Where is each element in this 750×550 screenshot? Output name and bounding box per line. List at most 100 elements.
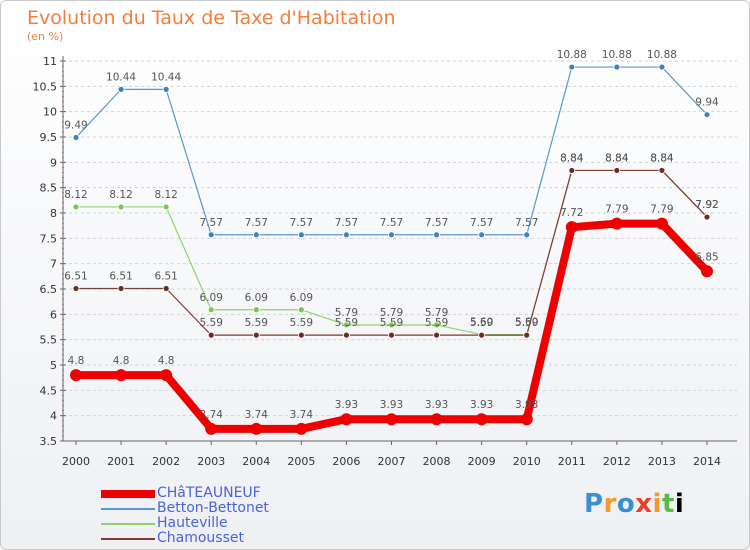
data-point xyxy=(701,265,713,278)
data-point xyxy=(252,306,260,314)
data-label: 10.44 xyxy=(106,71,136,83)
x-tick-label: 2004 xyxy=(242,455,270,468)
data-label: 7.57 xyxy=(380,217,403,229)
x-tick-label: 2002 xyxy=(152,455,180,468)
proxiti-logo: Proxiti xyxy=(584,489,685,519)
y-tick-label: 7 xyxy=(50,258,57,271)
data-point xyxy=(655,217,668,230)
data-label: 7.72 xyxy=(560,207,583,219)
data-label: 6.85 xyxy=(695,251,718,263)
data-label: 5.59 xyxy=(290,317,313,329)
legend-label: CHâTEAUNEUF xyxy=(157,485,261,501)
data-label: 4.8 xyxy=(68,355,85,367)
data-label: 10.44 xyxy=(151,71,181,83)
data-label: 7.57 xyxy=(245,217,268,229)
data-point xyxy=(117,285,125,292)
data-label: 10.88 xyxy=(557,49,587,61)
y-tick-label: 9.5 xyxy=(40,131,58,144)
data-point xyxy=(343,231,350,239)
data-point xyxy=(252,231,260,239)
data-label: 4.8 xyxy=(113,355,130,367)
data-point xyxy=(658,63,666,71)
legend-swatch xyxy=(101,523,155,525)
data-point xyxy=(72,285,80,292)
data-label: 7.57 xyxy=(470,217,493,229)
data-label: 7.79 xyxy=(650,204,673,216)
data-point xyxy=(478,331,486,339)
x-tick-label: 2013 xyxy=(648,455,676,468)
chart-subtitle: (en %) xyxy=(27,30,64,43)
y-tick-label: 5.5 xyxy=(40,334,58,347)
data-label: 3.93 xyxy=(335,399,358,411)
x-tick-label: 2003 xyxy=(197,455,225,468)
data-point xyxy=(205,422,218,435)
data-label: 3.93 xyxy=(470,399,493,411)
data-label: 6.09 xyxy=(290,292,313,304)
data-point xyxy=(523,331,531,339)
data-point xyxy=(613,63,621,71)
data-label: 9.94 xyxy=(695,97,719,109)
data-label: 7.57 xyxy=(335,217,358,229)
data-label: 4.8 xyxy=(158,355,175,367)
data-point xyxy=(568,167,576,174)
data-point xyxy=(613,167,621,174)
data-label: 5.79 xyxy=(335,307,358,319)
data-label: 7.57 xyxy=(290,217,313,229)
x-tick-label: 2009 xyxy=(468,455,496,468)
x-tick-label: 2001 xyxy=(107,455,135,468)
data-label: 7.92 xyxy=(695,199,718,211)
legend-swatch xyxy=(101,490,155,498)
y-tick-label: 9 xyxy=(50,156,57,169)
x-tick-label: 2008 xyxy=(423,455,451,468)
x-tick-label: 2012 xyxy=(603,455,631,468)
data-point xyxy=(658,167,666,174)
data-point xyxy=(388,231,395,239)
data-point xyxy=(385,413,398,426)
data-label: 8.84 xyxy=(605,152,629,164)
chart-title: Evolution du Taux de Taxe d'Habitation xyxy=(27,7,396,29)
data-point xyxy=(295,422,308,435)
x-tick-label: 2010 xyxy=(513,455,541,468)
data-point xyxy=(388,321,395,329)
data-label: 5.59 xyxy=(470,317,493,329)
data-point xyxy=(162,285,170,292)
y-tick-label: 6 xyxy=(50,308,57,321)
data-point xyxy=(115,369,128,382)
data-point xyxy=(160,369,173,382)
x-tick-label: 2000 xyxy=(62,455,90,468)
data-label: 8.12 xyxy=(154,189,177,201)
data-label: 7.57 xyxy=(425,217,448,229)
data-label: 5.60 xyxy=(470,317,493,329)
data-point xyxy=(523,231,531,239)
data-label: 6.51 xyxy=(109,270,132,282)
data-label: 5.59 xyxy=(200,317,223,329)
data-label: 8.12 xyxy=(109,189,132,201)
data-label: 3.93 xyxy=(425,399,448,411)
y-tick-label: 7.5 xyxy=(40,232,58,245)
data-point xyxy=(72,134,80,141)
data-label: 5.59 xyxy=(425,317,448,329)
data-label: 6.09 xyxy=(200,292,223,304)
data-point xyxy=(340,413,353,426)
legend-label: Betton-Bettonet xyxy=(157,500,269,516)
data-label: 10.88 xyxy=(647,49,677,61)
x-tick-label: 2005 xyxy=(287,455,315,468)
data-point xyxy=(297,306,305,314)
data-label: 7.79 xyxy=(605,204,628,216)
data-point xyxy=(610,217,623,230)
data-point xyxy=(70,369,82,382)
y-tick-label: 8.5 xyxy=(40,182,58,195)
x-tick-label: 2006 xyxy=(332,455,360,468)
data-point xyxy=(568,63,576,71)
data-label: 8.84 xyxy=(560,152,584,164)
y-tick-label: 6.5 xyxy=(40,283,58,296)
data-point xyxy=(343,331,350,339)
data-point xyxy=(433,321,440,329)
legend-label: Chamousset xyxy=(157,530,244,546)
data-point xyxy=(430,413,443,426)
data-point xyxy=(297,331,305,339)
legend-label: Hauteville xyxy=(157,515,228,531)
y-tick-label: 4 xyxy=(50,410,57,423)
x-tick-label: 2007 xyxy=(378,455,406,468)
data-label: 7.57 xyxy=(515,217,538,229)
